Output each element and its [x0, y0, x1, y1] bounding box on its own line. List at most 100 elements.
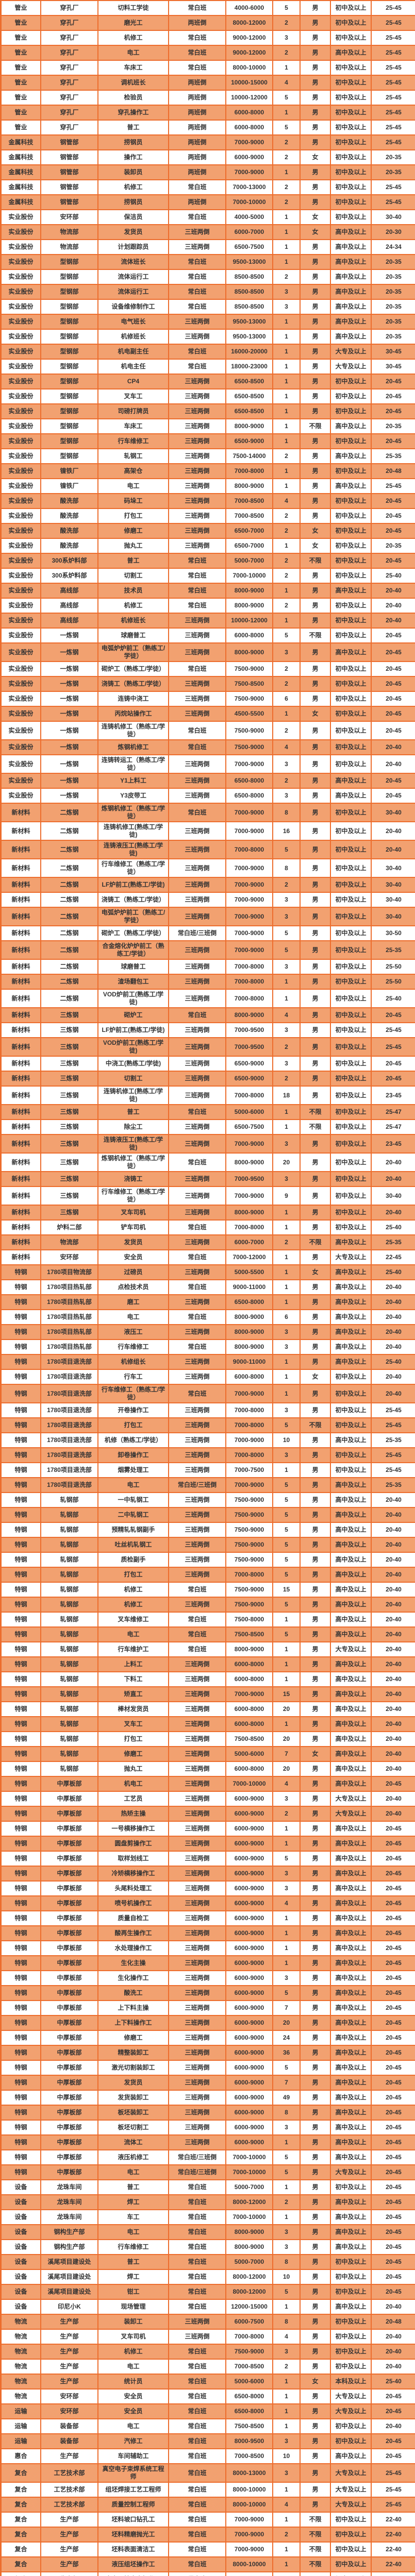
table-cell: 镍铁厂	[40, 463, 98, 479]
table-cell: 三班两倒	[168, 1234, 226, 1250]
table-cell: 惠合	[1, 2448, 41, 2464]
table-row: 特钢 中厚板部 板坯装卸工 三班两倒 6000-9000 8 男高中及以上 20-45	[1, 2105, 415, 2121]
table-cell: 2	[272, 179, 301, 195]
table-cell: 常白班	[168, 254, 226, 270]
table-cell: 30-40	[371, 858, 415, 878]
table-row: 特钢 1780项目退洗部 烟雾处理工 三班两倒 7000-7500 1 男初中及以上 25-4…	[1, 1462, 415, 1478]
table-cell: 20-40	[371, 2359, 415, 2375]
table-cell: 1	[272, 1836, 301, 1852]
table-row: 特钢 中厚板部 电工 常白班/三班倒 7000-10000 5 男大专及以上 20-45	[1, 2164, 415, 2180]
table-cell: 初中及以上	[330, 1037, 372, 1057]
table-cell: 二炼钢	[40, 858, 98, 878]
table-cell: 10000-12000	[225, 613, 273, 629]
table-cell: 1780项目热轧部	[40, 1339, 98, 1355]
table-cell: 6500-8000	[225, 2388, 273, 2404]
table-cell: 6000-9000	[225, 2075, 273, 2091]
table-cell: 初中及以上	[330, 1384, 372, 1403]
table-cell: 男	[300, 60, 331, 76]
table-cell: 常白班	[168, 1384, 226, 1403]
table-cell: 男	[300, 2164, 331, 2180]
table-cell: 常白班	[168, 1309, 226, 1325]
table-cell: 7000-8000	[225, 463, 273, 479]
table-cell: 炼钢机修工（熟练工/学徒）	[97, 803, 169, 822]
table-cell: 5	[272, 840, 301, 859]
table-row: 特钢 中厚板部 喷号机操作工 三班两倒 6000-9000 4 男高中及以上 20-45	[1, 1895, 415, 1911]
table-cell: 三班两倒	[168, 821, 226, 841]
table-cell: 特钢	[1, 2000, 41, 2016]
table-cell: 常白班	[168, 2269, 226, 2285]
table-cell: 10000-15000	[225, 75, 273, 91]
table-row: 特钢 1780项目退洗部 开卷操作工 三班两倒 7000-8000 3 男初中及以上 25-4…	[1, 1402, 415, 1418]
table-row: 金属科技 钢管部 捞钢员 两班倒 7000-10000 2 男初中及以上 25-45	[1, 194, 415, 210]
table-cell: 酸洗部	[40, 493, 98, 509]
table-row: 设备 龙珠车间 普工 常白班 5000-7000 1 男初中及以上 20-45	[1, 2179, 415, 2195]
table-cell: 三班两倒	[168, 1171, 226, 1187]
table-cell: 5	[272, 1597, 301, 1613]
table-cell: 16	[272, 821, 301, 841]
table-cell: 常白班	[168, 2388, 226, 2404]
table-cell: 男	[300, 613, 331, 629]
table-cell: 20-40	[371, 1339, 415, 1355]
table-cell: 4000-5000	[225, 209, 273, 225]
table-cell: 男	[300, 90, 331, 106]
table-cell: 实业股份	[1, 388, 41, 404]
table-cell: 三班两倒	[168, 1776, 226, 1792]
table-cell: 特钢	[1, 1324, 41, 1340]
table-cell: 酸洗部	[40, 523, 98, 539]
table-cell: 初中及以上	[330, 1417, 372, 1433]
table-cell: 镍铁厂	[40, 478, 98, 494]
table-cell: VOD炉前工(熟练工/学徒)	[97, 1037, 169, 1057]
table-cell: 男	[300, 1701, 331, 1717]
table-cell: 7000-9000	[225, 164, 273, 180]
table-cell: 女	[300, 1746, 331, 1762]
table-cell: 常白班	[168, 721, 226, 740]
table-cell: 男	[300, 721, 331, 740]
table-cell: 预精轧轧钢副手	[97, 1522, 169, 1538]
table-cell: 高中及以上	[330, 1851, 372, 1867]
table-cell: 男	[300, 1895, 331, 1911]
table-row: 特钢 中厚板部 机电工 三班两倒 7000-10000 4 男高中及以上 20-45	[1, 1776, 415, 1792]
table-row: 实业股份 物流部 计划跟踪员 三班两倒 6500-7500 1 男高中及以上 24-34	[1, 239, 415, 255]
table-row: 管业 穿孔厂 普工 两班倒 6000-8000 5 男初中及以上 25-45	[1, 120, 415, 135]
table-cell: 1	[272, 2134, 301, 2150]
table-row: 复合 生产部 坯料坡口钻孔工 常白班 7000-9000 1 不限 初中及以上 22-40	[1, 2512, 415, 2528]
table-cell: 20-40	[371, 1746, 415, 1762]
table-cell: 7000-9000	[225, 2571, 273, 2576]
table-cell: Y1上料工	[97, 773, 169, 789]
table-cell: 生产部	[40, 2344, 98, 2360]
table-cell: 新材料	[1, 925, 41, 941]
table-cell: 特钢	[1, 1746, 41, 1762]
table-cell: 车工	[97, 2209, 169, 2225]
table-cell: 常白班	[168, 553, 226, 569]
table-cell: 中厚板部	[40, 1895, 98, 1911]
table-cell: 实业股份	[1, 254, 41, 270]
table-cell: 三班两倒	[168, 940, 226, 960]
table-cell: 三炼钢	[40, 1171, 98, 1187]
table-cell: 连铸机修工(熟练工/学徒)	[97, 821, 169, 841]
table-cell: 三班两倒	[168, 329, 226, 345]
table-cell: 20-45	[371, 493, 415, 509]
table-cell: 男	[300, 2254, 331, 2270]
table-cell: 6000-9000	[225, 1866, 273, 1882]
table-cell: 6	[272, 1309, 301, 1325]
table-cell: 三班两倒	[168, 448, 226, 464]
table-cell: 流体工	[97, 2134, 169, 2150]
table-cell: 8000-9000	[225, 1153, 273, 1172]
table-cell: 现场管理	[97, 2299, 169, 2315]
table-cell: 穿孔操作工	[97, 105, 169, 121]
table-cell: 初中及以上	[330, 1134, 372, 1154]
table-cell: 25-47	[371, 1104, 415, 1120]
table-cell: 特钢	[1, 1369, 41, 1385]
table-cell: 初中及以上	[330, 209, 372, 225]
table-cell: 高中及以上	[330, 1776, 372, 1792]
table-cell: 管业	[1, 75, 41, 91]
table-row: 复合 工艺技术部 真空电子束焊系统工程师 常白班 8000-13000 3 男大专及以上 25…	[1, 2463, 415, 2483]
table-cell: 型钢部	[40, 314, 98, 330]
table-cell: 1	[272, 2403, 301, 2419]
table-cell: 20-45	[371, 2164, 415, 2180]
table-cell: 男	[300, 1776, 331, 1792]
table-cell: 男	[300, 877, 331, 893]
table-cell: 20-45	[371, 2194, 415, 2210]
